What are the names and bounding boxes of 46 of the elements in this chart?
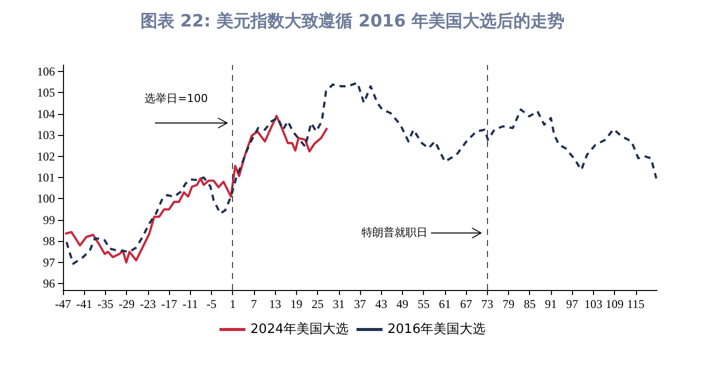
ref-line-label: 选举日=100 [144,92,208,106]
y-tick-label: 106 [37,64,55,78]
x-tick-label: 37 [354,297,366,311]
x-tick-label: 25 [312,297,324,311]
chart-title: 图表 22: 美元指数大致遵循 2016 年美国大选后的走势 [140,12,565,32]
x-tick-label: 13 [269,297,282,311]
ref-line-label: 特朗普就职日 [361,226,428,240]
x-tick-label: 61 [438,297,451,311]
x-tick-label: 19 [290,297,302,311]
y-tick-label: 97 [43,255,55,270]
y-tick-label: 101 [37,170,55,184]
y-tick-label: 102 [37,149,55,164]
x-tick-label: 109 [606,297,624,311]
line-series [65,82,658,265]
x-tick-label: 79 [502,297,514,311]
y-tick-label: 96 [43,276,55,291]
x-tick-label: 97 [566,297,578,311]
x-tick-label: 85 [524,297,536,311]
y-tick-label: 104 [37,106,55,121]
x-tick-label: -35 [97,297,114,311]
x-tick-label: 103 [584,297,602,311]
x-tick-label: -11 [182,297,198,311]
y-tick-label: 99 [43,212,55,227]
x-tick-label: 73 [481,297,494,311]
x-tick-label: 115 [627,297,645,311]
x-tick-label: -5 [206,297,216,311]
x-tick-label: 67 [460,297,472,311]
x-tick-label: -47 [55,297,71,311]
legend-label: 2024年美国大选 [250,321,349,337]
line-series [64,114,328,264]
x-tick-label: 31 [332,297,345,311]
y-tick-label: 105 [37,86,55,100]
x-tick-label: 49 [396,297,408,311]
x-tick-label: 55 [418,297,430,311]
x-tick-label: -23 [140,297,156,311]
x-tick-label: 91 [544,297,557,311]
y-tick-label: 103 [37,128,55,142]
y-tick-label: 98 [43,234,55,248]
x-tick-label: -41 [76,297,92,311]
x-tick-label: -17 [161,297,178,311]
legend-label: 2016年美国大选 [388,321,486,337]
y-tick-label: 100 [37,192,55,206]
x-tick-label: 7 [250,297,257,311]
x-tick-label: -29 [118,297,135,311]
x-tick-label: 1 [230,297,236,311]
x-tick-label: 43 [375,297,388,311]
